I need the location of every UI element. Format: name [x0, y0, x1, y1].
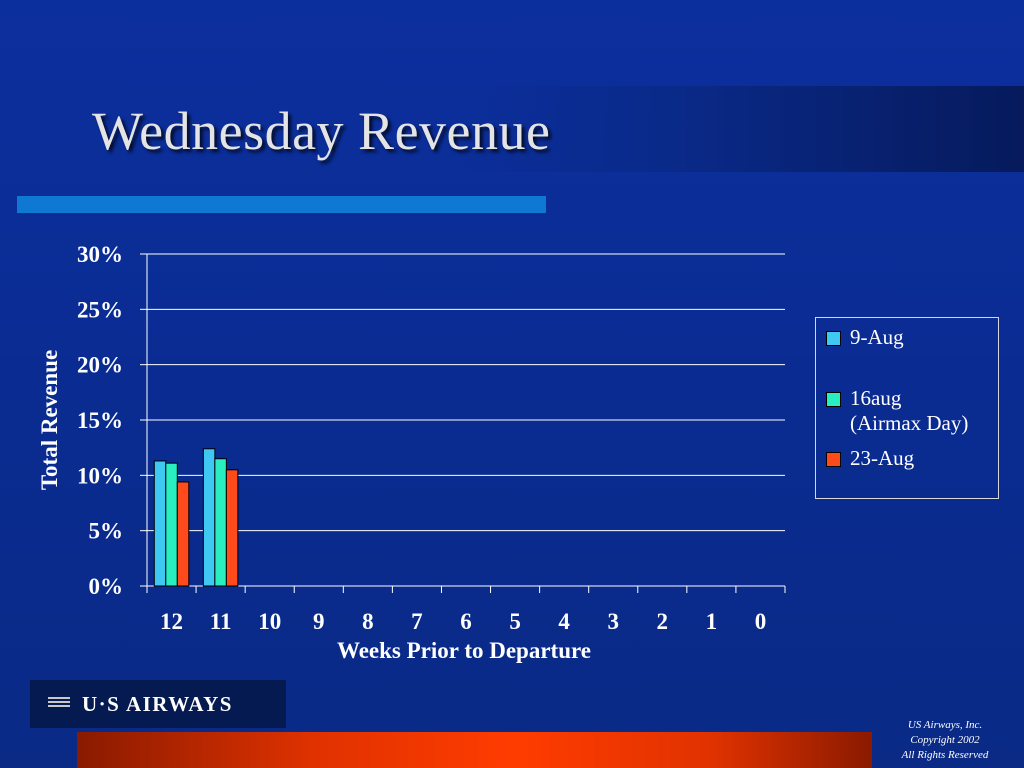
y-axis-label: Total Revenue: [37, 349, 62, 491]
x-tick-label: 12: [160, 609, 183, 634]
legend-label: 23-Aug: [850, 446, 915, 470]
x-axis-label: Weeks Prior to Departure: [336, 638, 592, 663]
bar: [176, 481, 190, 587]
x-tick-label: 4: [558, 609, 570, 634]
x-tick-label: 6: [460, 609, 472, 634]
bar: [225, 469, 239, 587]
y-tick-label: 30%: [77, 242, 123, 267]
logo-text: U·S AIRWAYS: [82, 692, 233, 716]
y-tick-label: 0%: [89, 574, 124, 599]
x-tick-label: 11: [210, 609, 232, 634]
slide-title: Wednesday Revenue: [92, 101, 551, 161]
x-tick-label: 9: [313, 609, 325, 634]
y-tick-label: 15%: [77, 408, 123, 433]
y-tick-label: 20%: [77, 353, 123, 378]
x-tick-label: 1: [706, 609, 718, 634]
copyright-line: Copyright 2002: [910, 734, 980, 746]
copyright-notice: US Airways, Inc. Copyright 2002 All Righ…: [870, 718, 1020, 763]
bar: [165, 462, 178, 587]
y-tick-label: 25%: [77, 297, 123, 322]
legend-label: 9-Aug: [850, 325, 904, 349]
x-tick-label: 7: [411, 609, 423, 634]
x-tick-label: 8: [362, 609, 374, 634]
bar: [202, 448, 216, 587]
legend-swatch: [826, 392, 841, 407]
title-underline: [17, 196, 546, 213]
chart-legend: 9-Aug 16aug (Airmax Day) 23-Aug: [815, 317, 999, 499]
legend-swatch: [826, 452, 841, 467]
copyright-line: All Rights Reserved: [901, 749, 989, 761]
x-tick-label: 0: [755, 609, 767, 634]
x-tick-label: 3: [607, 609, 619, 634]
y-tick-label: 10%: [77, 463, 123, 488]
x-tick-label: 10: [258, 609, 281, 634]
x-tick-label: 2: [657, 609, 669, 634]
legend-label-line: 16aug: [850, 386, 902, 410]
flag-icon: [48, 697, 70, 711]
x-tick-label: 5: [509, 609, 521, 634]
bar: [214, 458, 227, 587]
bar: [153, 460, 167, 587]
legend-swatch: [826, 331, 841, 346]
title-band: [0, 86, 1024, 172]
copyright-line: US Airways, Inc.: [907, 719, 983, 731]
legend-label-line: (Airmax Day): [850, 411, 969, 435]
y-tick-label: 5%: [89, 519, 124, 544]
legend-label: 16aug (Airmax Day): [850, 386, 968, 436]
us-airways-logo: U·S AIRWAYS: [30, 680, 286, 728]
bottom-accent-bar: [77, 732, 872, 768]
